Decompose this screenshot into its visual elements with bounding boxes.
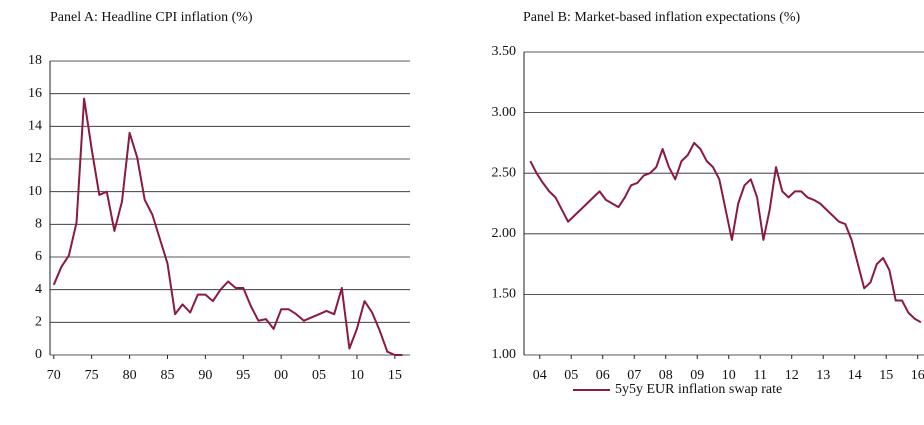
x-tick-label: 15 xyxy=(879,368,893,383)
x-tick-label: 15 xyxy=(388,368,402,383)
y-tick-label: 2.50 xyxy=(492,165,517,180)
x-tick-label: 90 xyxy=(198,368,212,383)
x-tick-label: 13 xyxy=(816,368,830,383)
y-tick-label: 16 xyxy=(28,86,42,101)
y-tick-label: 1.50 xyxy=(492,287,517,302)
x-tick-label: 80 xyxy=(123,368,137,383)
x-tick-label: 95 xyxy=(236,368,250,383)
x-tick-label: 85 xyxy=(160,368,174,383)
y-tick-label: 2.00 xyxy=(492,226,517,241)
x-tick-label: 09 xyxy=(690,368,704,383)
x-tick-label: 04 xyxy=(533,368,547,383)
y-tick-label: 10 xyxy=(28,184,42,199)
y-tick-label: 2 xyxy=(35,315,42,330)
x-tick-label: 12 xyxy=(785,368,799,383)
x-tick-label: 05 xyxy=(312,368,326,383)
y-tick-label: 1.00 xyxy=(492,347,517,362)
x-tick-label: 14 xyxy=(848,368,862,383)
x-tick-label: 00 xyxy=(274,368,288,383)
x-tick-label: 07 xyxy=(627,368,641,383)
data-line xyxy=(52,97,403,356)
y-tick-label: 3.50 xyxy=(492,44,517,59)
x-tick-label: 16 xyxy=(911,368,924,383)
x-tick-label: 06 xyxy=(596,368,610,383)
y-tick-label: 12 xyxy=(28,151,42,166)
y-tick-label: 3.00 xyxy=(492,105,517,120)
x-tick-label: 70 xyxy=(47,368,61,383)
data-line xyxy=(529,141,922,324)
x-tick-label: 10 xyxy=(722,368,736,383)
x-tick-label: 05 xyxy=(564,368,578,383)
y-tick-label: 6 xyxy=(35,249,42,264)
y-tick-label: 4 xyxy=(35,282,42,297)
x-tick-label: 75 xyxy=(85,368,99,383)
y-tick-label: 18 xyxy=(28,53,42,68)
x-tick-label: 11 xyxy=(753,368,766,383)
chart-title: Panel B: Market-based inflation expectat… xyxy=(523,10,801,25)
y-tick-label: 8 xyxy=(35,217,42,232)
y-tick-label: 0 xyxy=(35,347,42,362)
chart-title: Panel A: Headline CPI inflation (%) xyxy=(50,10,253,25)
legend-label: 5y5y EUR inflation swap rate xyxy=(615,382,782,397)
y-tick-label: 14 xyxy=(28,119,42,134)
x-tick-label: 08 xyxy=(659,368,673,383)
x-tick-label: 10 xyxy=(350,368,364,383)
